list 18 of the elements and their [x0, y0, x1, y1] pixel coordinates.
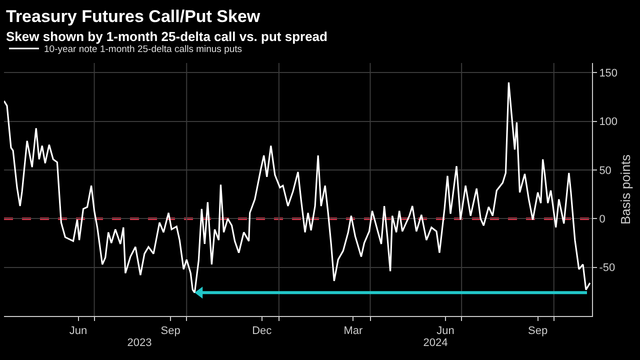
y-tick-label: 100: [599, 116, 618, 128]
chart-subtitle: Skew shown by 1-month 25-delta call vs. put spread: [6, 29, 328, 44]
x-tick-label: Jun: [436, 325, 454, 338]
x2-tick-label: 2024: [423, 337, 448, 349]
chart-title: Treasury Futures Call/Put Skew: [6, 7, 261, 26]
x-tick-label: Mar: [344, 325, 363, 338]
x-tick-label: Sep: [528, 325, 548, 338]
y-tick-label: 0: [599, 214, 606, 226]
y-tick-label: 150: [599, 68, 618, 80]
x-tick-label: Sep: [160, 325, 180, 338]
y-axis-title: Basis points: [618, 154, 634, 225]
x-tick-label: Dec: [252, 325, 272, 338]
x2-tick-label: 2023: [127, 337, 152, 349]
y-tick-label: -50: [599, 262, 616, 274]
y-tick-label: 50: [599, 164, 612, 177]
x-tick-label: Jun: [69, 325, 88, 338]
line-series: [4, 82, 591, 294]
legend-label: 10-year note 1-month 25-delta calls minus puts: [44, 44, 242, 56]
